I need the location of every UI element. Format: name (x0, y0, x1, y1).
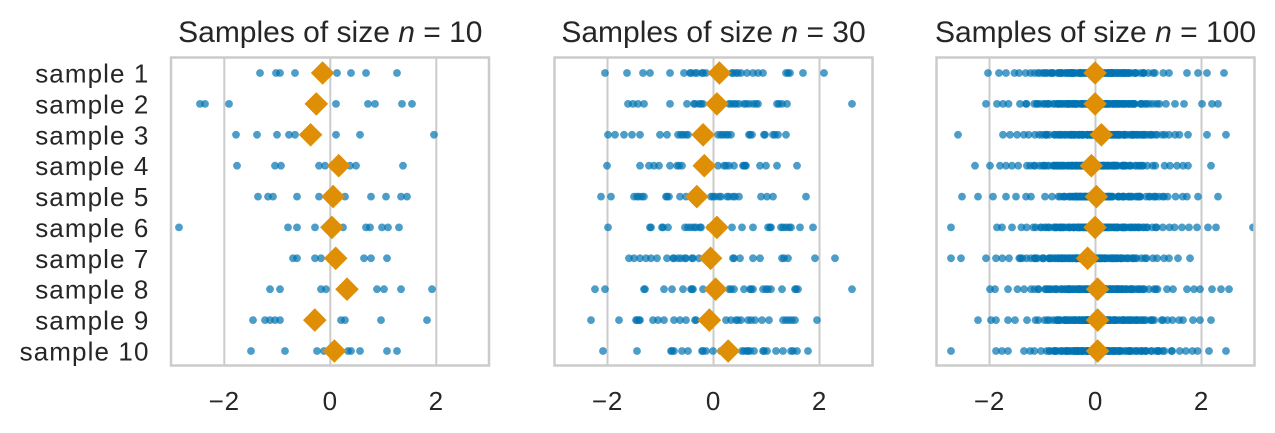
svg-text:sample 10: sample 10 (20, 337, 150, 367)
svg-text:sample 2: sample 2 (35, 89, 149, 119)
svg-text:Samples of size n = 30: Samples of size n = 30 (561, 16, 865, 49)
svg-text:sample 1: sample 1 (35, 59, 149, 89)
svg-text:−2: −2 (592, 386, 623, 416)
svg-text:−2: −2 (974, 386, 1005, 416)
svg-text:sample 6: sample 6 (35, 213, 149, 243)
svg-text:0: 0 (706, 386, 721, 416)
svg-text:0: 0 (323, 386, 338, 416)
svg-text:sample 4: sample 4 (35, 151, 149, 181)
svg-text:Samples of size n = 10: Samples of size n = 10 (178, 16, 482, 49)
svg-text:sample 9: sample 9 (35, 306, 149, 336)
svg-text:2: 2 (1194, 386, 1209, 416)
svg-text:sample 3: sample 3 (35, 120, 149, 150)
svg-text:sample 7: sample 7 (35, 244, 149, 274)
svg-text:sample 8: sample 8 (35, 275, 149, 305)
svg-text:0: 0 (1088, 386, 1103, 416)
svg-text:Samples of size n = 100: Samples of size n = 100 (935, 16, 1256, 49)
svg-text:2: 2 (812, 386, 827, 416)
svg-text:sample 5: sample 5 (35, 182, 149, 212)
svg-text:−2: −2 (209, 386, 240, 416)
svg-text:2: 2 (429, 386, 444, 416)
